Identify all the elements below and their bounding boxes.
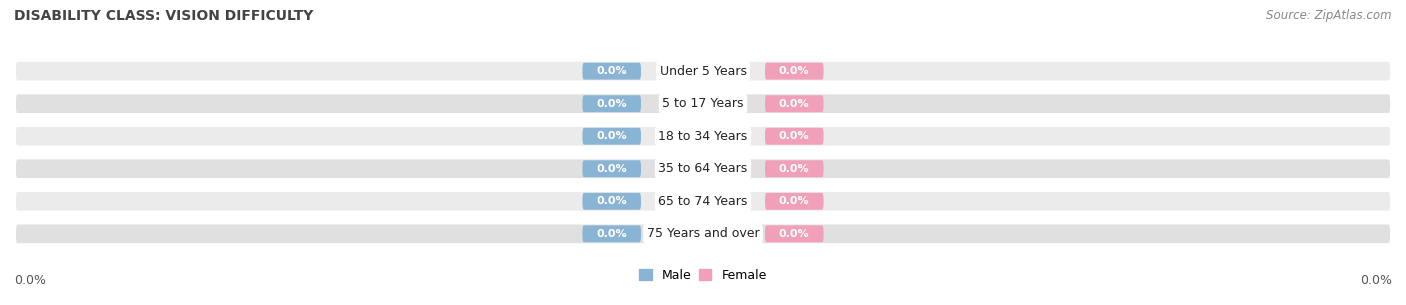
FancyBboxPatch shape — [14, 158, 1392, 180]
Text: 0.0%: 0.0% — [596, 99, 627, 109]
Text: 0.0%: 0.0% — [779, 229, 810, 239]
Text: 5 to 17 Years: 5 to 17 Years — [662, 97, 744, 110]
FancyBboxPatch shape — [582, 193, 641, 210]
Text: 75 Years and over: 75 Years and over — [647, 227, 759, 240]
Text: 35 to 64 Years: 35 to 64 Years — [658, 162, 748, 175]
FancyBboxPatch shape — [765, 160, 824, 177]
FancyBboxPatch shape — [582, 225, 641, 242]
Text: 65 to 74 Years: 65 to 74 Years — [658, 195, 748, 208]
Text: Under 5 Years: Under 5 Years — [659, 65, 747, 78]
Text: 0.0%: 0.0% — [596, 131, 627, 141]
FancyBboxPatch shape — [582, 128, 641, 145]
Text: 0.0%: 0.0% — [14, 274, 46, 287]
FancyBboxPatch shape — [14, 190, 1392, 212]
Text: 18 to 34 Years: 18 to 34 Years — [658, 130, 748, 143]
FancyBboxPatch shape — [14, 223, 1392, 245]
Text: 0.0%: 0.0% — [596, 66, 627, 76]
FancyBboxPatch shape — [765, 193, 824, 210]
FancyBboxPatch shape — [14, 125, 1392, 147]
FancyBboxPatch shape — [765, 128, 824, 145]
FancyBboxPatch shape — [765, 225, 824, 242]
FancyBboxPatch shape — [582, 160, 641, 177]
Text: 0.0%: 0.0% — [779, 164, 810, 174]
Text: 0.0%: 0.0% — [779, 196, 810, 206]
Text: 0.0%: 0.0% — [779, 66, 810, 76]
Text: 0.0%: 0.0% — [1360, 274, 1392, 287]
FancyBboxPatch shape — [582, 95, 641, 112]
Text: DISABILITY CLASS: VISION DIFFICULTY: DISABILITY CLASS: VISION DIFFICULTY — [14, 9, 314, 23]
Text: 0.0%: 0.0% — [596, 164, 627, 174]
FancyBboxPatch shape — [14, 93, 1392, 115]
Text: 0.0%: 0.0% — [596, 229, 627, 239]
FancyBboxPatch shape — [765, 63, 824, 80]
FancyBboxPatch shape — [14, 60, 1392, 82]
Legend: Male, Female: Male, Female — [634, 264, 772, 287]
FancyBboxPatch shape — [765, 95, 824, 112]
FancyBboxPatch shape — [582, 63, 641, 80]
Text: 0.0%: 0.0% — [596, 196, 627, 206]
Text: 0.0%: 0.0% — [779, 99, 810, 109]
Text: Source: ZipAtlas.com: Source: ZipAtlas.com — [1267, 9, 1392, 22]
Text: 0.0%: 0.0% — [779, 131, 810, 141]
